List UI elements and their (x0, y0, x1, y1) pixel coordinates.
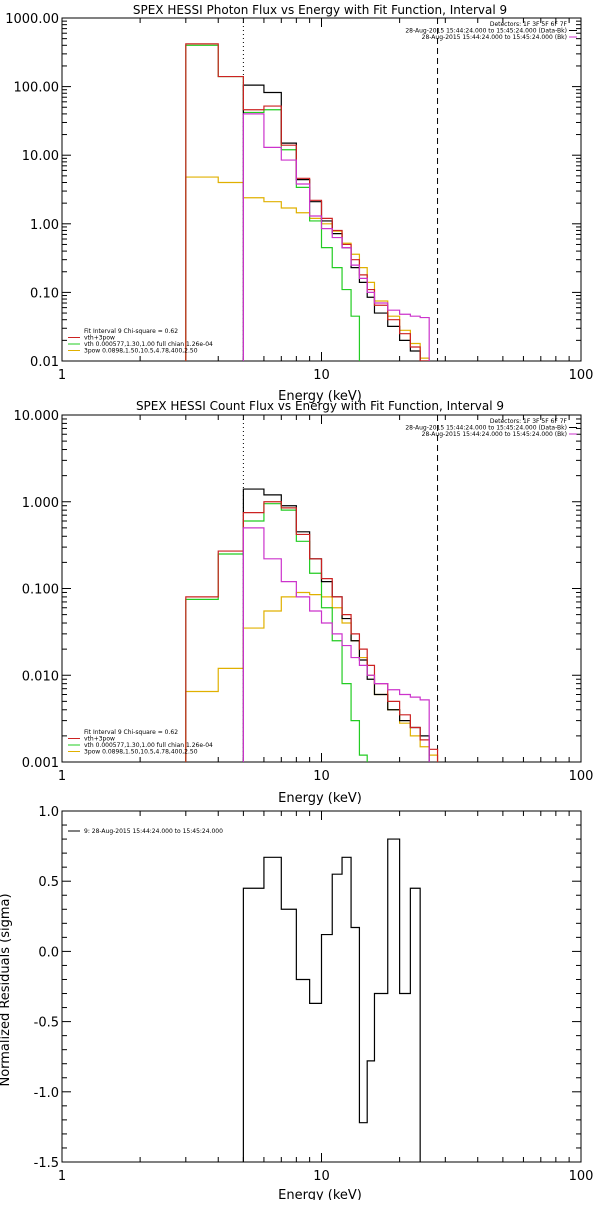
series-line (185, 503, 368, 762)
y-tick-label: 0.5 (38, 875, 59, 890)
header-text: 28-Aug-2015 15:44:24.000 to 15:45:24.000… (405, 425, 567, 432)
series-line (242, 488, 430, 762)
x-tick-label: 1 (58, 368, 66, 383)
x-tick-label: 1 (58, 1169, 66, 1184)
x-axis-label: Energy (keV) (278, 389, 362, 404)
series-group (242, 838, 421, 1162)
series-line (185, 44, 361, 361)
series-line (242, 113, 430, 361)
y-tick-label: 0.01 (30, 355, 59, 370)
count-flux-panel: SPEX HESSI Count Flux vs Energy with Fit… (14, 399, 594, 806)
legend-entry: vth 0.000577,1.30,1.00 full chian 1.26e-… (84, 742, 213, 749)
plot-frame (61, 17, 582, 362)
legend-entry: 3pow 0.0898,1.50,10.5,4.78,400,2.50 (84, 348, 198, 355)
legend-entry: 3pow 0.0898,1.50,10.5,4.78,400,2.50 (84, 749, 198, 756)
legend-entry: vth+3pow (84, 736, 115, 743)
x-tick-label: 1 (58, 769, 66, 784)
series-group (185, 488, 439, 762)
series-line (242, 838, 421, 1162)
legend-entry: vth 0.000577,1.30,1.00 full chian 1.26e-… (84, 341, 213, 348)
series-group (185, 43, 430, 361)
y-tick-label: 0.0 (38, 945, 59, 960)
y-tick-label: -1.0 (34, 1086, 59, 1101)
y-axis-label: Normalized Residuals (sigma) (0, 893, 13, 1086)
legend-entry: Fit Interval 9 Chi-square = 0.62 (84, 328, 178, 335)
y-tick-label: 1000.00 (5, 12, 59, 27)
y-tick-label: 100.00 (14, 81, 60, 96)
x-tick-label: 100 (569, 1169, 594, 1184)
y-tick-label: 0.100 (22, 583, 59, 598)
plot-area: 1 10 100 1.0 0.5 0.0 -0.5 -1.0 -1.5 9: 28-Aug-201… (34, 805, 594, 1184)
plot-area: 1 10 100 10.000 1.000 0.100 0.010 0.001 Detector… (14, 409, 594, 784)
residuals-panel: 1 10 100 1.0 0.5 0.0 -0.5 -1.0 -1.5 9: 28-Aug-201… (0, 805, 594, 1203)
legend-entry: vth+3pow (84, 335, 115, 342)
series-line (242, 527, 430, 762)
legend-entry: 9: 28-Aug-2015 15:44:24.000 to 15:45:24.… (84, 828, 223, 835)
x-axis-label: Energy (keV) (278, 791, 362, 806)
y-tick-label: 0.010 (22, 669, 59, 684)
y-tick-label: 1.000 (22, 496, 59, 511)
x-tick-label: 100 (569, 769, 594, 784)
x-tick-label: 10 (313, 368, 330, 383)
series-line (185, 501, 439, 762)
x-axis-label: Energy (keV) (278, 1188, 362, 1200)
y-tick-label: 1.00 (30, 218, 59, 233)
x-tick-label: 100 (569, 368, 594, 383)
y-tick-label: -1.5 (34, 1156, 59, 1171)
series-line (242, 84, 430, 361)
y-tick-label: 10.00 (22, 149, 59, 164)
y-tick-label: 10.000 (14, 409, 60, 424)
x-tick-label: 10 (313, 769, 330, 784)
y-tick-label: 1.0 (38, 805, 59, 820)
y-tick-label: -0.5 (34, 1016, 59, 1031)
y-tick-label: 0.001 (22, 756, 59, 771)
chart-title: SPEX HESSI Photon Flux vs Energy with Fi… (133, 3, 507, 17)
plot-area: 1 10 100 1000.00 100.00 10.00 1.00 0.10 0.01 Dete… (5, 12, 593, 383)
y-tick-label: 0.10 (30, 286, 59, 301)
photon-flux-panel: SPEX HESSI Photon Flux vs Energy with Fi… (5, 3, 593, 404)
header-text: 28-Aug-2015 15:44:24.000 to 15:45:24.000… (422, 431, 567, 438)
series-line (185, 591, 439, 762)
series-line (185, 43, 430, 361)
x-tick-label: 10 (313, 1169, 330, 1184)
header-text: Detectors: 1F 3F 5F 6F 7F (490, 21, 568, 28)
header-text: 28-Aug-2015 15:44:24.000 to 15:45:24.000… (405, 28, 567, 35)
legend-entry: Fit Interval 9 Chi-square = 0.62 (84, 729, 178, 736)
chart-title: SPEX HESSI Count Flux vs Energy with Fit… (136, 399, 504, 413)
header-text: Detectors: 1F 3F 5F 6F 7F (490, 418, 568, 425)
header-text: 28-Aug-2015 15:44:24.000 to 15:45:24.000… (422, 34, 567, 41)
